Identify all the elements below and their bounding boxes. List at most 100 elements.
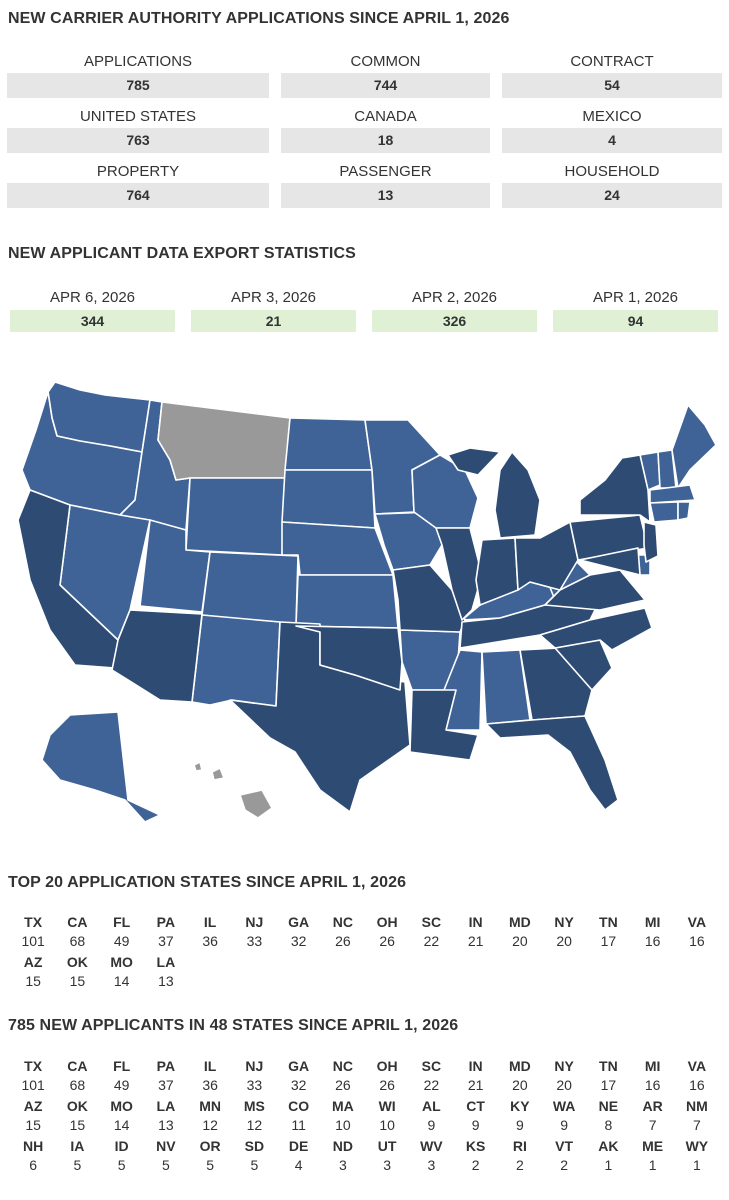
- state-code: AR: [642, 1098, 663, 1114]
- state-nj: [643, 521, 659, 563]
- state-nc: [539, 607, 653, 651]
- state-count: 36: [202, 933, 218, 949]
- stat-value: 785: [7, 73, 269, 98]
- state-code: NE: [598, 1098, 619, 1114]
- state-code: TN: [599, 914, 618, 930]
- state-count: 32: [290, 933, 307, 949]
- all-states-table: TX 101 CA 68 FL 49 PA 37 IL 36 NJ 33 GA 32 NC 26 OH 26 SC 2…: [11, 1056, 719, 1176]
- state-cell: AL 9: [409, 1096, 453, 1136]
- state-row: AZ 15 OK 15 MO 14 LA 13: [11, 952, 719, 992]
- state-cell: WV 3: [409, 1136, 453, 1176]
- us-states-map: [0, 370, 729, 830]
- state-cell: ID 5: [100, 1136, 144, 1176]
- state-cell: TN 17: [586, 1056, 630, 1096]
- state-co: [201, 551, 299, 626]
- state-code: NY: [554, 914, 574, 930]
- export-apr-2: APR 2, 2026 326: [372, 288, 537, 332]
- stat-label: APPLICATIONS: [83, 53, 193, 70]
- state-cell: MI 16: [631, 1056, 675, 1096]
- applications-stat-grid: APPLICATIONS 785 COMMON 744 CONTRACT 54 UNI…: [7, 52, 723, 208]
- state-nm: [191, 614, 281, 707]
- state-code: MD: [508, 914, 531, 930]
- state-code: GA: [288, 914, 310, 930]
- state-fl: [485, 715, 619, 811]
- state-code: KY: [510, 1098, 530, 1114]
- state-count: 9: [427, 1117, 436, 1133]
- state-code: NV: [156, 1138, 176, 1154]
- state-cell: MD 20: [498, 912, 542, 952]
- state-code: MA: [331, 1098, 354, 1114]
- state-code: CT: [466, 1098, 485, 1114]
- state-count: 16: [644, 933, 661, 949]
- state-cell: VA 16: [675, 912, 719, 952]
- export-count: 21: [191, 310, 356, 332]
- state-code: IL: [203, 914, 217, 930]
- state-count: 26: [335, 1077, 351, 1093]
- stat-common: COMMON 744: [281, 52, 490, 98]
- state-code: OK: [66, 1098, 88, 1114]
- state-in: [475, 537, 519, 606]
- state-cell: NJ 33: [232, 1056, 276, 1096]
- state-cell: AZ 15: [11, 1096, 55, 1136]
- state-count: 21: [467, 933, 484, 949]
- state-cell: LA 13: [144, 952, 188, 992]
- state-count: 68: [69, 1077, 86, 1093]
- state-count: 11: [291, 1117, 306, 1133]
- state-count: 3: [383, 1157, 392, 1173]
- state-cell: VT 2: [542, 1136, 586, 1176]
- state-row: TX 101 CA 68 FL 49 PA 37 IL 36 NJ 33 GA 32 NC 26 OH 26 SC 2…: [11, 1056, 719, 1096]
- state-cell: OK 15: [55, 1096, 99, 1136]
- stat-label: PASSENGER: [339, 163, 432, 180]
- stat-label: COMMON: [350, 53, 421, 70]
- stat-label: HOUSEHOLD: [564, 163, 660, 180]
- stat-label: MEXICO: [582, 108, 642, 125]
- state-va: [544, 569, 646, 611]
- state-cell: ND 3: [321, 1136, 365, 1176]
- state-cell: ME 1: [631, 1136, 675, 1176]
- state-code: MI: [644, 914, 661, 930]
- state-code: WY: [685, 1138, 709, 1154]
- state-code: MO: [110, 1098, 133, 1114]
- stat-label: CONTRACT: [570, 53, 654, 70]
- state-cell: NJ 33: [232, 912, 276, 952]
- state-code: OR: [199, 1138, 221, 1154]
- state-count: 15: [69, 1117, 86, 1133]
- state-cell: SC 22: [409, 912, 453, 952]
- state-cell: IL 36: [188, 1056, 232, 1096]
- state-ks: [295, 574, 399, 629]
- state-cell: RI 2: [498, 1136, 542, 1176]
- state-cell: SC 22: [409, 1056, 453, 1096]
- state-cell: TX 101: [11, 1056, 55, 1096]
- state-code: ID: [114, 1138, 129, 1154]
- state-count: 22: [423, 933, 440, 949]
- state-count: 15: [25, 1117, 41, 1133]
- state-count: 9: [515, 1117, 524, 1133]
- state-cell: OH 26: [365, 1056, 409, 1096]
- state-cell: CT 9: [454, 1096, 498, 1136]
- state-count: 2: [471, 1157, 480, 1173]
- state-row: NH 6 IA 5 ID 5 NV 5 OR 5 SD 5 DE 4 ND 3 UT 3 WV 3 KS 2 RI 2 VT 2 A…: [11, 1136, 719, 1176]
- state-il: [435, 527, 483, 621]
- state-count: 33: [246, 933, 263, 949]
- state-az: [111, 609, 203, 703]
- stat-canada: CANADA 18: [281, 107, 490, 153]
- state-cell: UT 3: [365, 1136, 409, 1176]
- state-md: [579, 547, 641, 576]
- state-count: 12: [202, 1117, 218, 1133]
- top20-title: TOP 20 APPLICATION STATES SINCE APRIL 1,…: [8, 874, 407, 891]
- state-cell: MS 12: [232, 1096, 276, 1136]
- state-count: 7: [692, 1117, 701, 1133]
- state-code: AK: [598, 1138, 619, 1154]
- stat-applications: APPLICATIONS 785: [7, 52, 269, 98]
- state-ok: [295, 625, 403, 691]
- state-count: 14: [113, 973, 130, 989]
- export-stats-title: NEW APPLICANT DATA EXPORT STATISTICS: [8, 245, 356, 262]
- state-code: NC: [332, 914, 353, 930]
- state-count: 13: [158, 1117, 174, 1133]
- state-code: IA: [70, 1138, 85, 1154]
- state-count: 37: [158, 933, 174, 949]
- state-count: 26: [379, 1077, 395, 1093]
- state-count: 6: [29, 1157, 38, 1173]
- state-count: 5: [73, 1157, 82, 1173]
- state-cell: LA 13: [144, 1096, 188, 1136]
